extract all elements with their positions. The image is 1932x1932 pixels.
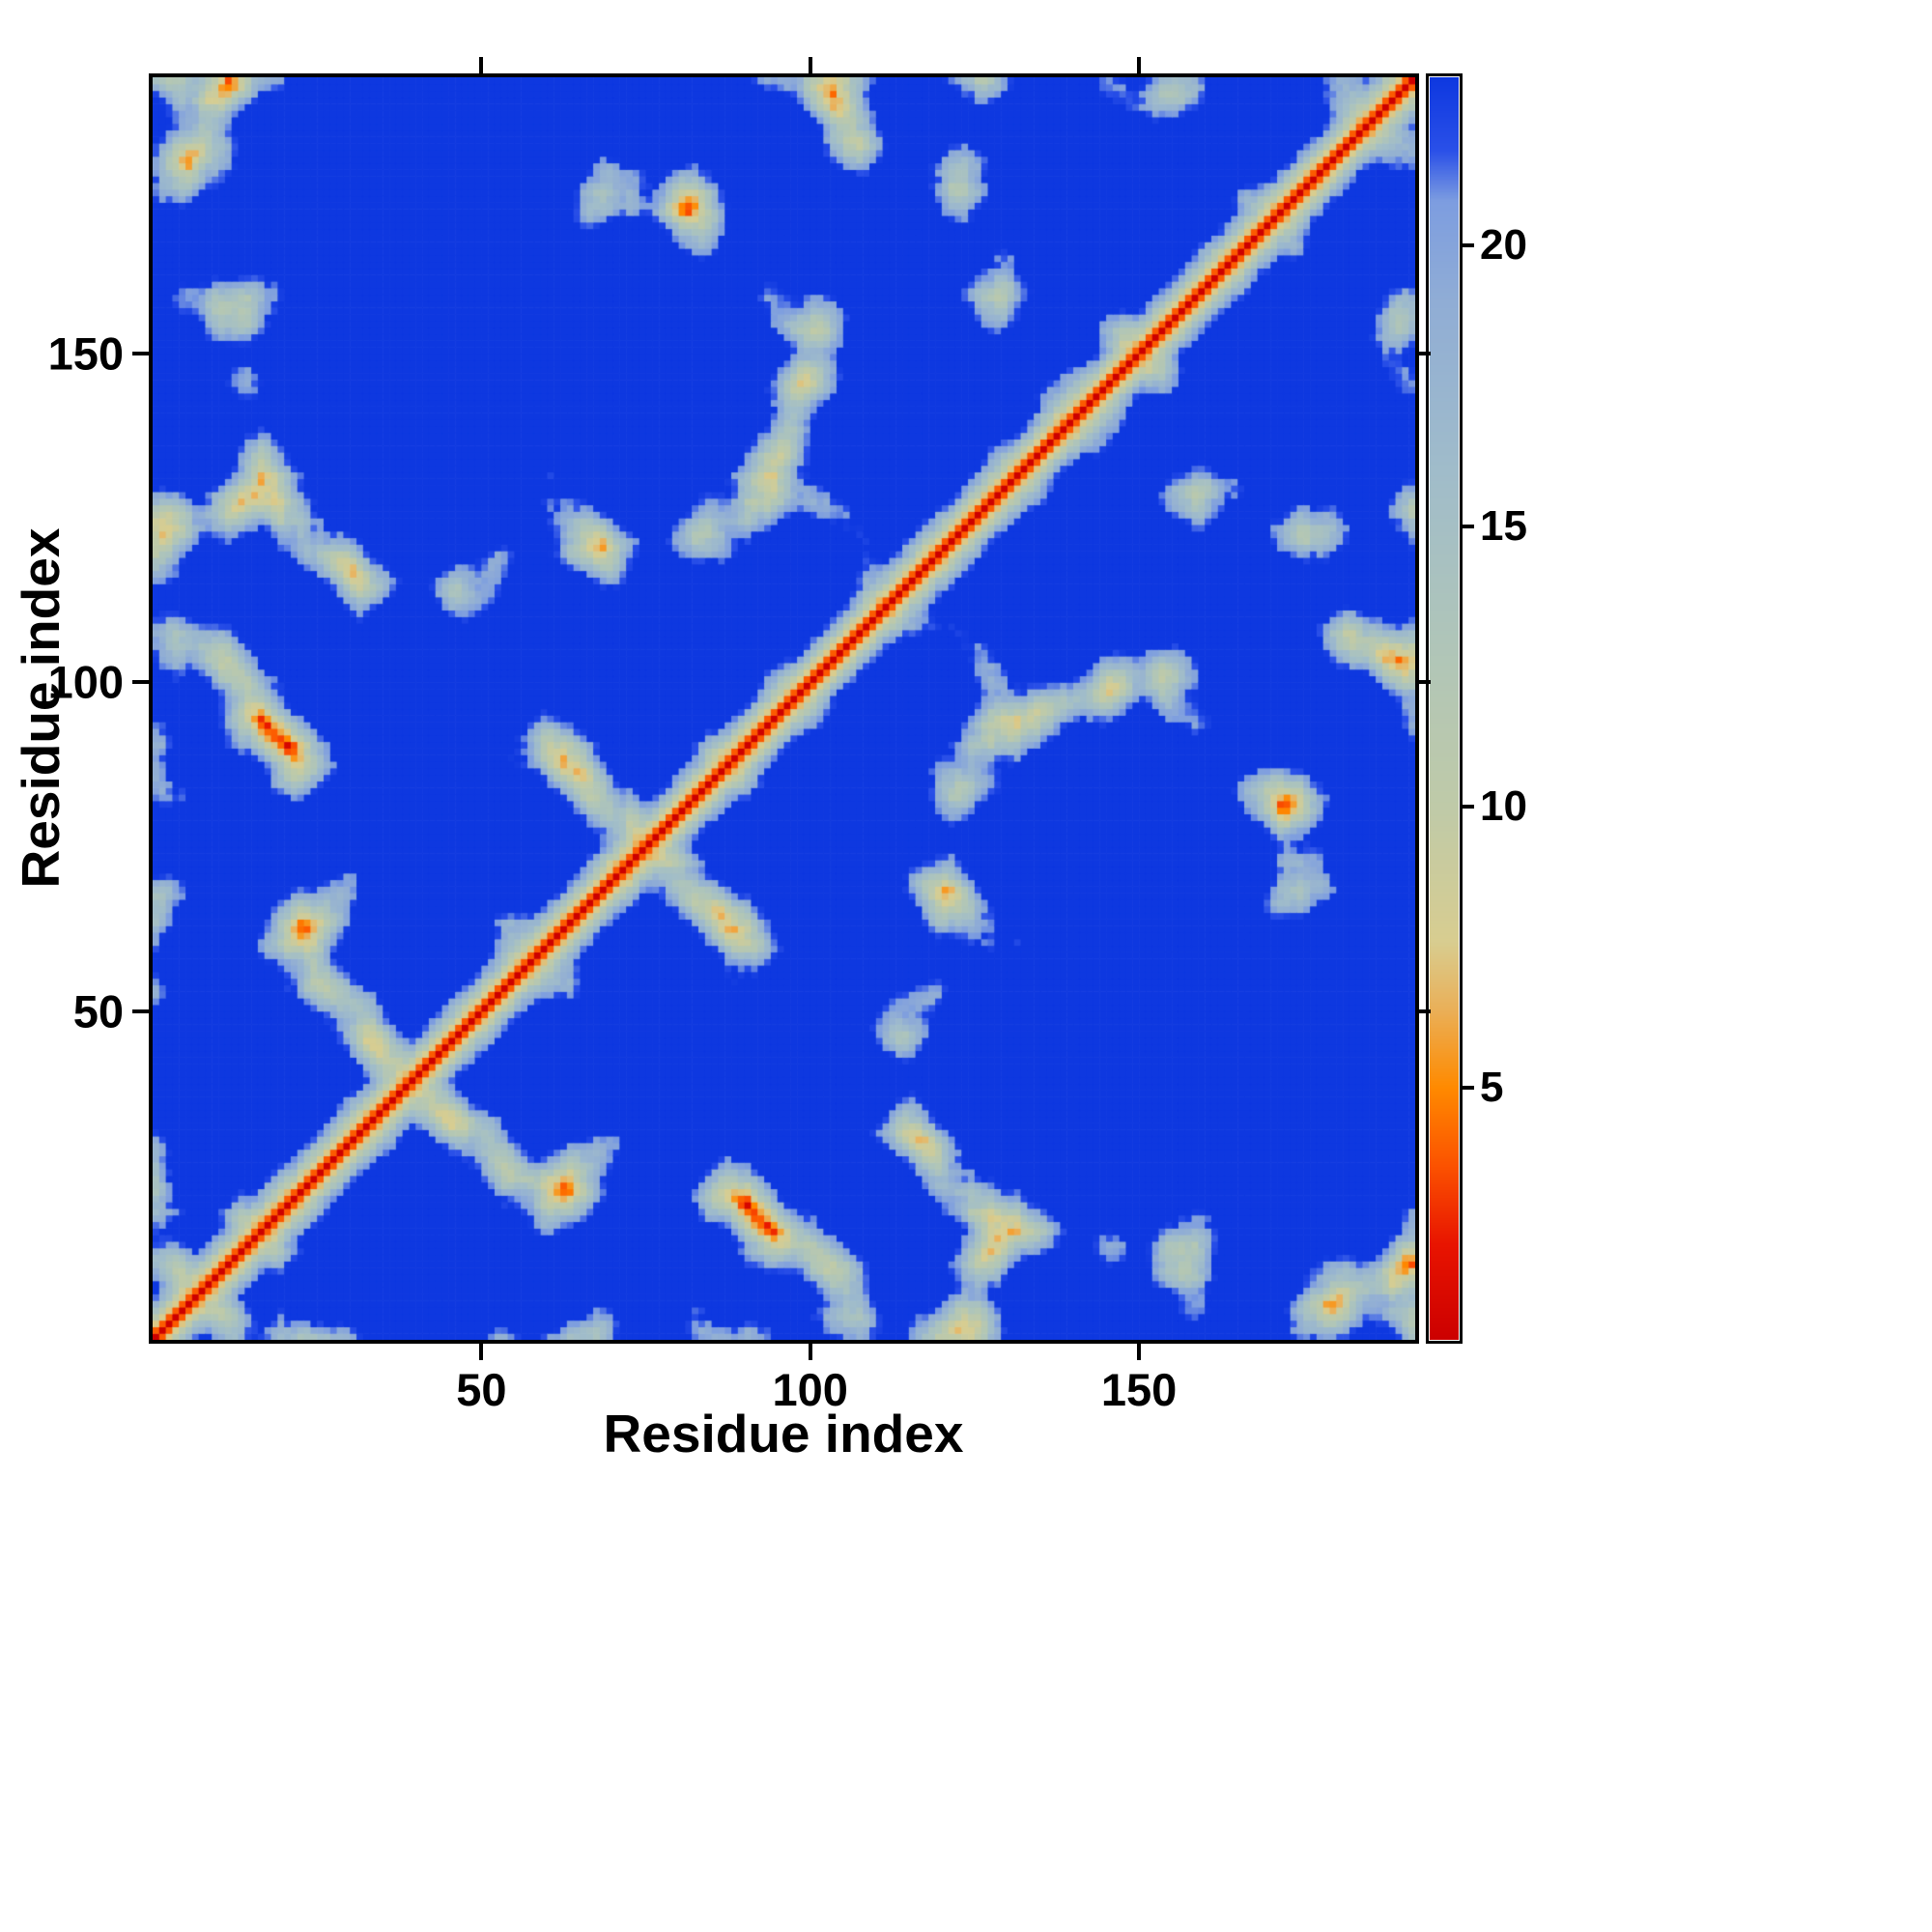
y-tick-right bbox=[1419, 351, 1431, 355]
x-tick-bottom bbox=[1137, 1344, 1142, 1360]
y-tick-left bbox=[132, 1009, 149, 1013]
x-tick-top bbox=[479, 57, 484, 73]
colorbar-tick bbox=[1462, 1085, 1474, 1090]
colorbar-tick-label: 5 bbox=[1480, 1063, 1504, 1111]
x-tick-label: 100 bbox=[772, 1364, 848, 1415]
x-tick-label: 50 bbox=[456, 1364, 507, 1415]
heatmap-canvas bbox=[153, 77, 1415, 1340]
y-axis-label: Residue index bbox=[11, 527, 71, 889]
x-tick-top bbox=[808, 57, 812, 73]
colorbar-tick-label: 20 bbox=[1480, 221, 1527, 270]
y-tick-left bbox=[132, 351, 149, 355]
colorbar-tick-label: 15 bbox=[1480, 501, 1527, 550]
colorbar-tick bbox=[1462, 243, 1474, 248]
y-tick-left bbox=[132, 680, 149, 685]
y-tick-right bbox=[1419, 1009, 1431, 1013]
x-tick-top bbox=[1137, 57, 1142, 73]
colorbar-canvas bbox=[1430, 77, 1459, 1340]
y-tick-label: 50 bbox=[72, 985, 124, 1037]
x-tick-bottom bbox=[479, 1344, 484, 1360]
x-tick-bottom bbox=[808, 1344, 812, 1360]
x-axis-label: Residue index bbox=[603, 1404, 964, 1463]
y-tick-label: 100 bbox=[47, 656, 124, 708]
y-tick-label: 150 bbox=[47, 327, 124, 380]
colorbar-tick bbox=[1462, 805, 1474, 810]
colorbar-tick-label: 10 bbox=[1480, 782, 1527, 831]
x-tick-label: 150 bbox=[1100, 1364, 1178, 1415]
y-tick-right bbox=[1419, 680, 1431, 685]
colorbar-tick bbox=[1462, 524, 1474, 528]
